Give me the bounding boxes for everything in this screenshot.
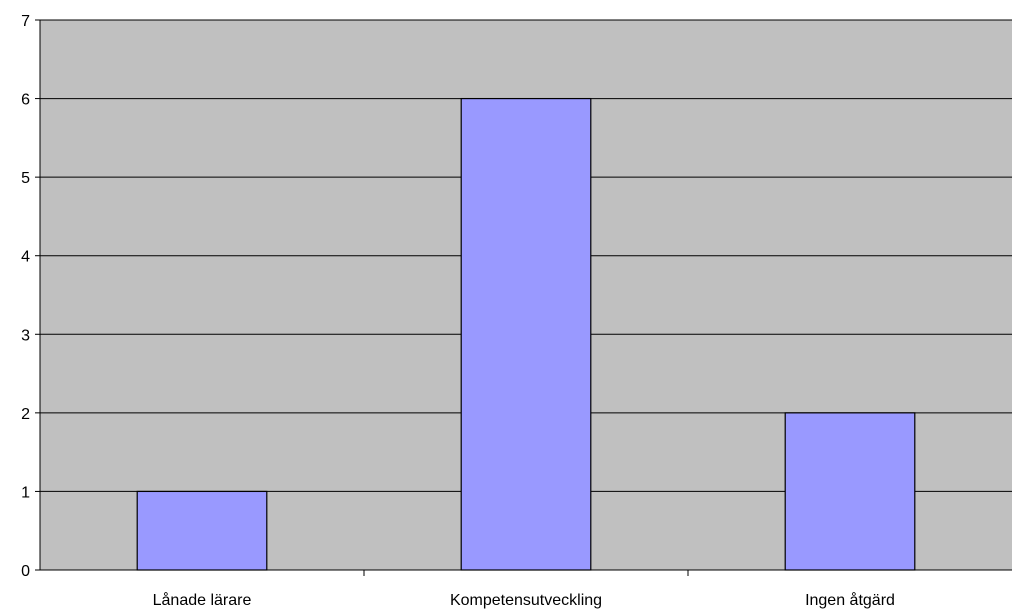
y-tick-label: 0 xyxy=(21,563,30,580)
y-tick-labels: 0 1 2 3 4 5 6 7 xyxy=(21,13,30,580)
bar xyxy=(784,412,916,571)
y-tick-label: 5 xyxy=(21,170,30,187)
x-tick-label: Kompetensutveckling xyxy=(450,592,602,609)
y-tick-label: 2 xyxy=(21,406,30,423)
y-tick-label: 4 xyxy=(21,249,30,266)
y-tick-label: 3 xyxy=(21,327,30,344)
x-tick-label: Lånade lärare xyxy=(153,591,252,609)
bar xyxy=(460,97,592,571)
y-tick-label: 6 xyxy=(21,92,30,109)
y-tick-label: 1 xyxy=(21,484,30,501)
bar xyxy=(136,490,268,571)
axes xyxy=(35,19,1012,576)
y-tick-label: 7 xyxy=(21,13,30,30)
x-tick-labels: Lånade lärare Kompetensutveckling Ingen åt… xyxy=(153,591,895,609)
x-tick-label: Ingen åtgärd xyxy=(805,591,895,609)
